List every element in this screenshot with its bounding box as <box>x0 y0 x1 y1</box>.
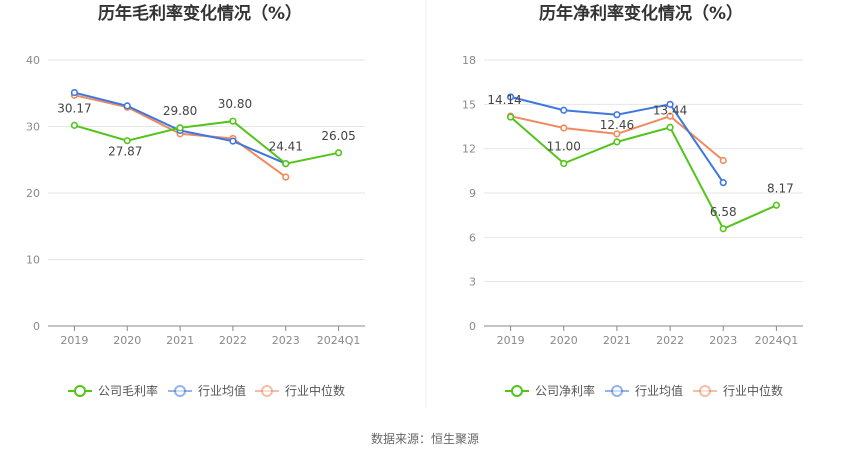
data-point <box>70 88 79 97</box>
x-tick-label: 2022 <box>656 334 684 347</box>
data-point <box>772 201 781 209</box>
legend-label: 行业中位数 <box>285 383 345 398</box>
data-point <box>666 123 674 131</box>
data-label: 26.05 <box>321 129 355 143</box>
legend-swatch-marker <box>611 385 623 397</box>
data-label: 12.46 <box>600 118 634 132</box>
y-tick-label: 12 <box>462 143 476 156</box>
x-tick-label: 2020 <box>113 334 141 347</box>
data-point <box>334 149 343 157</box>
data-point <box>282 160 290 168</box>
data-point <box>613 130 621 138</box>
data-point <box>123 137 131 145</box>
y-tick-label: 40 <box>26 54 40 67</box>
x-tick-label: 2022 <box>219 334 247 347</box>
source-note: 数据来源：恒生聚源 <box>371 431 479 446</box>
y-tick-label: 6 <box>469 231 476 244</box>
y-tick-label: 3 <box>469 276 476 289</box>
x-tick-label: 2024Q1 <box>317 334 361 347</box>
data-label: 8.17 <box>767 181 794 195</box>
legend-item: 行业中位数 <box>693 383 783 398</box>
legend-item: 行业中位数 <box>255 383 345 398</box>
legend-swatch-marker <box>174 385 186 397</box>
legend-item: 行业均值 <box>605 383 683 398</box>
data-label: 6.58 <box>710 205 737 219</box>
data-point <box>282 173 290 181</box>
data-point <box>229 117 237 125</box>
data-label: 13.44 <box>653 103 687 117</box>
data-point <box>70 121 79 129</box>
legend-label: 行业均值 <box>635 383 683 398</box>
y-tick-label: 10 <box>26 254 40 267</box>
data-point <box>719 225 727 233</box>
y-tick-label: 15 <box>462 98 476 111</box>
data-label: 14.14 <box>487 93 521 107</box>
data-label: 27.87 <box>108 145 142 159</box>
data-point <box>666 112 674 120</box>
data-point <box>666 100 674 108</box>
data-point <box>613 138 621 146</box>
legend-swatch-marker <box>74 385 86 397</box>
legend-swatch-marker <box>699 385 711 397</box>
chart-title: 历年毛利率变化情况（%） <box>98 3 302 24</box>
legend-swatch-marker <box>261 385 273 397</box>
data-point <box>560 159 568 168</box>
x-tick-label: 2019 <box>497 334 525 347</box>
data-label: 30.80 <box>218 97 252 111</box>
x-tick-label: 2024Q1 <box>755 334 799 347</box>
legend-label: 行业均值 <box>198 383 246 398</box>
data-point <box>719 179 727 187</box>
legend-label: 公司净利率 <box>535 383 595 398</box>
y-tick-label: 20 <box>26 187 40 200</box>
data-point <box>176 124 184 132</box>
data-label: 29.80 <box>163 104 197 118</box>
data-point <box>229 137 237 145</box>
x-tick-label: 2019 <box>60 334 88 347</box>
x-tick-label: 2021 <box>166 334 194 347</box>
legend-swatch-marker <box>511 385 523 397</box>
data-label: 30.17 <box>57 101 91 115</box>
y-tick-label: 0 <box>469 320 476 333</box>
legend-item: 公司毛利率 <box>68 383 158 398</box>
x-tick-label: 2020 <box>550 334 578 347</box>
x-tick-label: 2021 <box>603 334 631 347</box>
legend-item: 行业均值 <box>168 383 246 398</box>
data-label: 11.00 <box>547 139 581 153</box>
data-point <box>123 102 131 110</box>
chart-2: 历年净利率变化情况（%） 0 3 6 9 12 15 18 2019 2020 2021 2022 20… <box>462 3 803 398</box>
legend-item: 公司净利率 <box>505 383 595 398</box>
data-point <box>560 106 568 114</box>
chart-1: 历年毛利率变化情况（%） 0 10 20 30 40 2019 2020 2021 2022 202… <box>26 3 365 398</box>
data-point <box>719 156 727 165</box>
data-point <box>560 124 568 132</box>
y-tick-label: 18 <box>462 54 476 67</box>
data-point <box>613 111 621 119</box>
y-tick-label: 0 <box>33 320 40 333</box>
data-point <box>506 113 515 121</box>
series-line <box>509 116 777 231</box>
data-point <box>506 93 515 101</box>
legend-label: 公司毛利率 <box>98 383 158 398</box>
x-tick-label: 2023 <box>709 334 737 347</box>
legend-label: 行业中位数 <box>723 383 783 398</box>
series-line <box>74 120 339 165</box>
y-tick-label: 9 <box>469 187 476 200</box>
x-tick-label: 2023 <box>272 334 300 347</box>
data-label: 24.41 <box>269 140 303 154</box>
y-tick-label: 30 <box>26 121 40 134</box>
chart-title: 历年净利率变化情况（%） <box>539 3 743 24</box>
